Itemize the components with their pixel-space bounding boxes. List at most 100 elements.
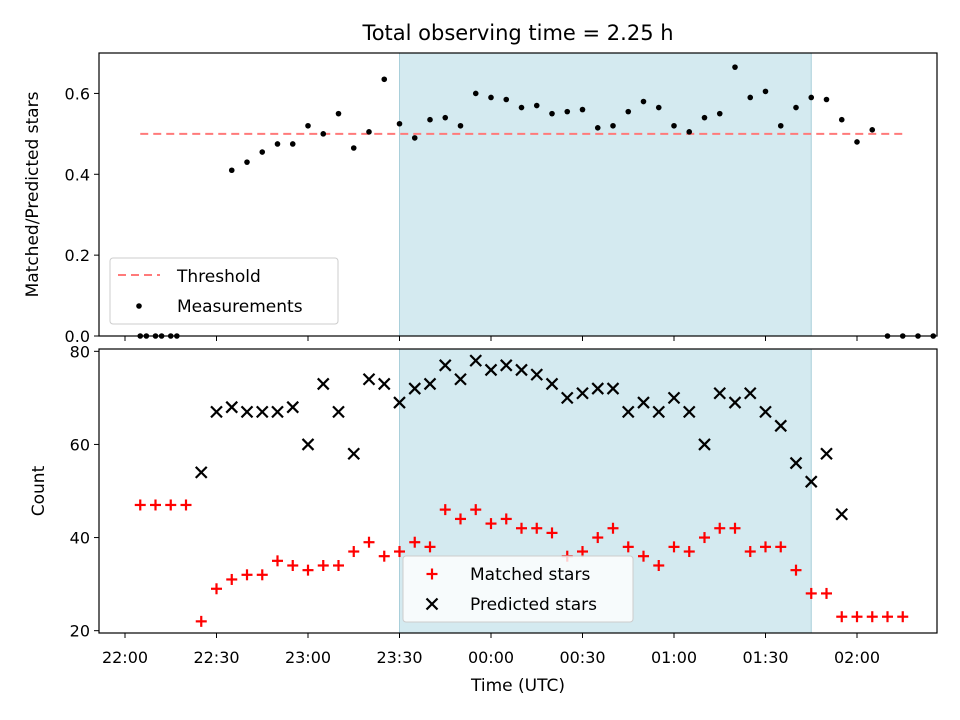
matched-star-point [455,513,466,525]
measurement-point [777,122,784,129]
y-tick-label: 60 [70,435,90,454]
top-legend-box [109,257,339,325]
y-tick-label: 0.2 [65,246,90,265]
measurement-point [747,94,754,101]
matched-star-point [317,559,329,571]
matched-stars-points [134,499,909,627]
matched-star-point [790,564,802,576]
predicted-star-point [499,359,513,372]
measurement-point [350,145,357,151]
matched-star-point [897,611,909,623]
matched-star-point [546,527,558,539]
matched-star-point [409,536,421,548]
legend-measurements-label: Measurements [177,297,303,317]
measurement-point [701,114,708,121]
top-x-axis-ticks [124,336,858,341]
predicted-star-point [271,405,284,419]
matched-star-point [333,559,344,571]
measurement-point [228,167,235,174]
measurement-point [838,116,845,123]
measurement-point [244,159,250,165]
legend-x-glyph [425,597,439,611]
measurement-point [732,64,738,70]
matched-star-point [882,611,893,623]
predicted-star-point [774,419,788,433]
predicted-star-point [255,405,269,419]
measurement-point [579,106,586,113]
matched-star-point [302,564,314,576]
measurement-point [320,131,327,137]
predicted-star-point [377,377,391,391]
predicted-star-point [682,405,696,419]
measurement-point [411,135,418,141]
measurement-points [137,64,937,339]
matched-star-point [256,569,268,581]
measurement-point [640,98,647,105]
measurement-point [427,116,433,123]
measurement-point [503,96,510,103]
x-tick-label: 00:00 [468,648,514,667]
measurement-point [823,96,830,103]
predicted-star-point [667,391,681,405]
predicted-stars-points [194,354,849,521]
y-tick-label: 40 [70,529,90,548]
predicted-star-point [591,382,605,395]
measurement-point [274,141,281,147]
measurement-point [472,90,479,97]
x-axis-label: Time (UTC) [470,676,565,696]
matched-star-point [683,546,695,558]
y-tick-label: 20 [70,622,90,641]
matched-star-point [729,522,741,534]
x-tick-label: 00:30 [559,648,605,667]
x-tick-label: 23:30 [376,648,422,667]
matched-star-point [485,518,497,530]
predicted-star-point [621,405,635,419]
chart-title: Total observing time = 2.25 h [361,21,673,45]
measurement-point [305,122,311,129]
matched-star-point [805,587,817,599]
predicted-star-point [530,368,544,381]
top-observing-span [399,52,812,337]
legend-predicted-label: Predicted stars [470,595,597,615]
matched-star-point [866,611,878,623]
measurement-point [533,102,540,109]
matched-star-point [439,504,451,516]
matched-star-point [272,555,283,567]
bottom-legend-box [402,555,634,623]
measurement-point [335,110,342,117]
matched-star-point [836,611,848,623]
matched-star-point [241,569,253,581]
legend-predicted-swatch [425,597,439,611]
matched-star-point [424,541,436,553]
predicted-star-point [743,386,757,400]
predicted-star-point [759,405,772,419]
predicted-star-point [316,377,330,391]
predicted-star-point [484,363,498,377]
predicted-star-point [698,438,711,451]
matched-star-point [699,532,710,544]
measurement-point [549,110,555,117]
measurement-point [671,122,677,129]
matched-star-point [744,546,756,558]
matched-star-point [394,546,405,558]
y-tick-label: 0.4 [65,165,90,184]
matched-star-point [607,522,619,534]
measurement-point [366,129,372,135]
matched-star-point [470,504,482,516]
measurement-point [259,149,266,155]
matched-star-point [714,522,726,534]
predicted-star-point [652,405,666,419]
predicted-star-point [454,372,467,386]
matched-star-point [134,499,146,511]
predicted-star-point [438,359,452,372]
top-panel: 0.0 0.2 0.4 0.6 Matched/Predicted stars Thr… [23,52,938,346]
measurement-point [869,127,876,133]
measurement-point [610,122,616,129]
measurement-point [564,108,571,115]
bottom-y-axis-label: Count [29,465,49,516]
predicted-star-point [606,382,620,395]
matched-star-point [500,513,512,525]
measurement-point [625,108,632,115]
matched-star-point [622,541,634,553]
